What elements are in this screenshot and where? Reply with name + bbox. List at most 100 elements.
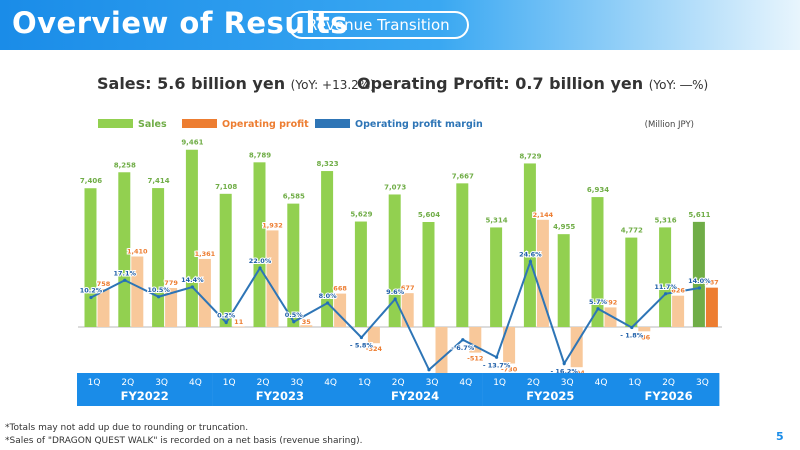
op-bar bbox=[367, 327, 380, 344]
sales-yoy: (YoY: +13.2%) bbox=[290, 78, 375, 92]
margin-point bbox=[630, 325, 634, 330]
sales-label: 7,108 bbox=[215, 183, 237, 191]
margin-point bbox=[596, 307, 600, 311]
op-summary-text: Operating Profit: 0.7 billion yen bbox=[357, 74, 644, 93]
legend-swatch-0 bbox=[98, 119, 133, 128]
sales-label: 4,772 bbox=[621, 227, 643, 235]
op-label: 787 bbox=[705, 279, 719, 287]
op-label: 1,932 bbox=[262, 221, 283, 229]
sales-bar bbox=[490, 227, 503, 327]
sales-label: 5,316 bbox=[655, 216, 677, 224]
op-label: 626 bbox=[671, 287, 685, 295]
sales-bar bbox=[523, 163, 536, 327]
sales-label: 6,585 bbox=[283, 193, 305, 201]
section-tag: Revenue Transition bbox=[288, 11, 469, 39]
op-summary: Operating Profit: 0.7 billion yen (YoY: … bbox=[357, 74, 708, 93]
op-bar bbox=[503, 327, 516, 364]
sales-label: 8,258 bbox=[114, 161, 136, 169]
sales-bar bbox=[118, 172, 131, 327]
quarter-label: 2Q bbox=[662, 378, 675, 388]
sales-label: 8,323 bbox=[317, 160, 339, 168]
margin-label: 5.7% bbox=[589, 298, 608, 306]
margin-point bbox=[326, 301, 330, 305]
sales-label: 7,406 bbox=[80, 177, 102, 185]
sales-bar bbox=[354, 221, 367, 327]
op-label: -324 bbox=[366, 345, 383, 353]
margin-label: 10.2% bbox=[80, 287, 103, 295]
quarter-label: 3Q bbox=[426, 378, 439, 388]
margin-point bbox=[393, 297, 397, 301]
margin-point bbox=[562, 361, 566, 366]
quarter-label: 2Q bbox=[257, 378, 270, 388]
sales-label: 7,073 bbox=[384, 183, 406, 191]
margin-label: - 13.7% bbox=[483, 361, 511, 369]
sales-summary: Sales: 5.6 billion yen (YoY: +13.2%) bbox=[97, 74, 375, 93]
fiscal-year-band bbox=[212, 373, 348, 406]
op-label: 779 bbox=[164, 279, 178, 287]
op-bar bbox=[638, 327, 651, 332]
sales-label: 8,729 bbox=[519, 152, 541, 160]
quarter-label: 1Q bbox=[223, 378, 236, 388]
op-bar bbox=[232, 326, 245, 328]
sales-bar bbox=[591, 197, 604, 327]
title-banner: Overview of Results Revenue Transition bbox=[0, 0, 800, 50]
margin-label: 10.5% bbox=[147, 286, 170, 294]
quarter-label: 2Q bbox=[392, 378, 405, 388]
fiscal-year-label: FY2025 bbox=[526, 389, 574, 403]
sales-label: 5,314 bbox=[486, 216, 508, 224]
op-bar bbox=[570, 327, 583, 368]
quarter-label: 3Q bbox=[290, 378, 303, 388]
margin-point bbox=[258, 266, 262, 270]
margin-point bbox=[664, 292, 668, 296]
op-bar bbox=[672, 295, 685, 327]
footnote-2: *Sales of "DRAGON QUEST WALK" is recorde… bbox=[5, 436, 363, 446]
fiscal-year-label: FY2024 bbox=[391, 389, 439, 403]
op-bar bbox=[469, 327, 482, 353]
op-label: 1,361 bbox=[195, 250, 216, 258]
margin-label: 11.7% bbox=[654, 283, 677, 291]
op-bar bbox=[165, 288, 178, 327]
margin-point bbox=[697, 286, 702, 290]
quarter-label: 2Q bbox=[527, 378, 540, 388]
margin-point bbox=[224, 320, 228, 325]
op-label: -86 bbox=[638, 333, 650, 341]
page-number: 5 bbox=[776, 430, 784, 443]
op-label: 392 bbox=[604, 298, 618, 306]
fiscal-year-band bbox=[617, 373, 720, 406]
quarter-label: 1Q bbox=[358, 378, 371, 388]
op-bar bbox=[300, 325, 313, 327]
margin-label: 14.0% bbox=[688, 277, 711, 285]
margin-label: - 5.8% bbox=[350, 342, 373, 350]
sales-label: 7,414 bbox=[148, 177, 170, 185]
op-bar bbox=[536, 219, 549, 327]
op-bar bbox=[401, 293, 414, 327]
op-label: 1,410 bbox=[127, 248, 148, 256]
margin-label: - 6.7% bbox=[451, 344, 474, 352]
quarter-label: 1Q bbox=[628, 378, 641, 388]
margin-point bbox=[359, 335, 363, 340]
revenue-chart: Sales Operating profit Operating profit ma… bbox=[77, 119, 722, 406]
op-label: 2,144 bbox=[533, 211, 554, 219]
op-label: -730 bbox=[501, 366, 518, 374]
fiscal-year-label: FY2026 bbox=[644, 389, 692, 403]
sales-label: 5,629 bbox=[350, 211, 372, 219]
sales-bar bbox=[287, 203, 300, 327]
margin-point bbox=[495, 355, 499, 359]
sales-bar bbox=[185, 149, 198, 327]
sales-bar bbox=[422, 221, 435, 327]
legend-label-1: Operating profit bbox=[222, 119, 309, 130]
op-bar bbox=[97, 289, 110, 327]
sales-label: 9,461 bbox=[181, 139, 203, 147]
footnote-1: *Totals may not add up due to rounding o… bbox=[5, 423, 249, 433]
fiscal-year-band bbox=[77, 373, 213, 406]
sales-label: 4,955 bbox=[553, 223, 575, 231]
quarter-label: 3Q bbox=[155, 378, 168, 388]
fiscal-year-label: FY2023 bbox=[256, 389, 304, 403]
margin-label: 17.1% bbox=[114, 269, 137, 277]
op-bar bbox=[604, 307, 617, 327]
sales-label: 5,604 bbox=[418, 211, 440, 219]
margin-label: - 1.8% bbox=[620, 332, 643, 340]
op-bar bbox=[435, 327, 448, 380]
op-bar bbox=[198, 258, 211, 327]
sales-bar bbox=[321, 171, 334, 327]
